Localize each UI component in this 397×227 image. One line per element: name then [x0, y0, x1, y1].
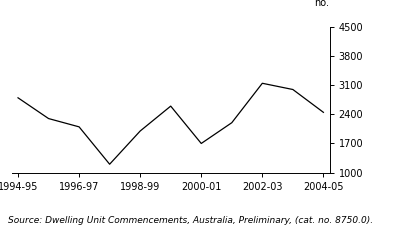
Text: Source: Dwelling Unit Commencements, Australia, Preliminary, (cat. no. 8750.0).: Source: Dwelling Unit Commencements, Aus…	[8, 216, 373, 225]
Text: no.: no.	[314, 0, 330, 8]
